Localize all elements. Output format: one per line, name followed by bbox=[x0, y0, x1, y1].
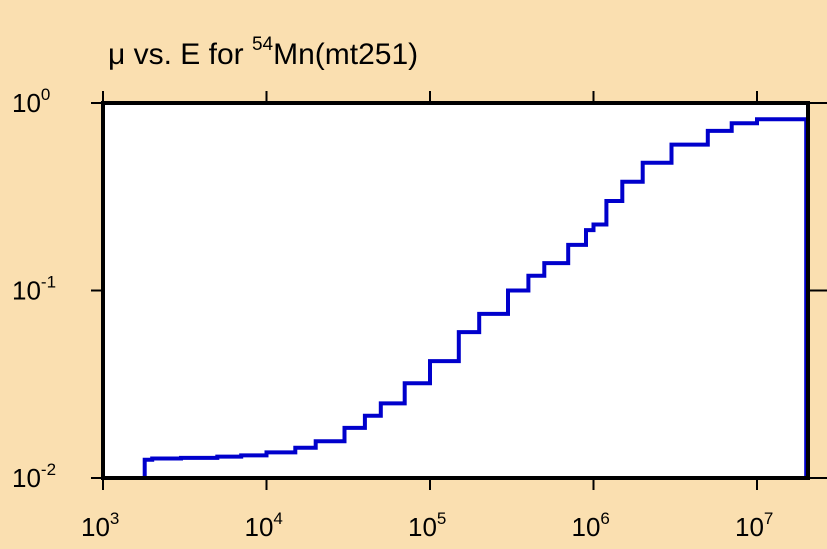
data-point bbox=[265, 450, 268, 454]
data-point bbox=[730, 121, 734, 125]
data-point bbox=[150, 457, 154, 460]
data-point bbox=[379, 401, 383, 405]
data-point bbox=[566, 243, 570, 247]
y-tick-label: 10-1 bbox=[12, 273, 56, 306]
y-tick-label: 100 bbox=[12, 85, 50, 118]
data-point bbox=[239, 453, 243, 457]
data-point bbox=[403, 381, 407, 385]
chart-title: μ vs. E for 54Mn(mt251) bbox=[108, 34, 418, 71]
data-point bbox=[363, 414, 367, 418]
title-suffix: Mn(mt251) bbox=[273, 38, 418, 71]
data-point bbox=[457, 330, 461, 334]
x-tick-label: 107 bbox=[735, 509, 773, 542]
data-point bbox=[755, 117, 759, 121]
series-layer bbox=[142, 117, 809, 478]
title-prefix: μ vs. E for bbox=[108, 38, 252, 71]
x-tick-label: 103 bbox=[81, 509, 119, 542]
data-point bbox=[343, 426, 346, 430]
data-point bbox=[706, 129, 710, 133]
x-tick-label: 105 bbox=[408, 509, 446, 542]
x-tick-label: 106 bbox=[572, 509, 610, 542]
data-point bbox=[143, 458, 147, 462]
data-point bbox=[584, 228, 588, 232]
y-tick-label: 10-2 bbox=[12, 460, 56, 493]
data-point bbox=[592, 223, 595, 226]
data-point bbox=[620, 180, 624, 184]
data-point bbox=[179, 456, 183, 460]
data-point bbox=[779, 117, 783, 121]
series-line-0 bbox=[142, 117, 809, 478]
data-point bbox=[428, 359, 432, 363]
data-point bbox=[641, 161, 645, 165]
data-point bbox=[293, 446, 297, 450]
data-point bbox=[506, 289, 510, 292]
plot-area-background bbox=[103, 103, 808, 478]
data-point bbox=[670, 143, 673, 147]
title-isotope-mass: 54 bbox=[252, 34, 274, 55]
x-tick-label: 104 bbox=[245, 509, 283, 542]
tick-layer: 103 104 105 106 107 10-2 10-1 100 bbox=[12, 85, 827, 542]
data-point bbox=[604, 199, 608, 203]
data-point bbox=[477, 312, 481, 316]
data-point bbox=[314, 439, 318, 443]
data-point bbox=[542, 261, 546, 265]
data-point bbox=[526, 274, 530, 278]
data-point bbox=[215, 455, 219, 459]
